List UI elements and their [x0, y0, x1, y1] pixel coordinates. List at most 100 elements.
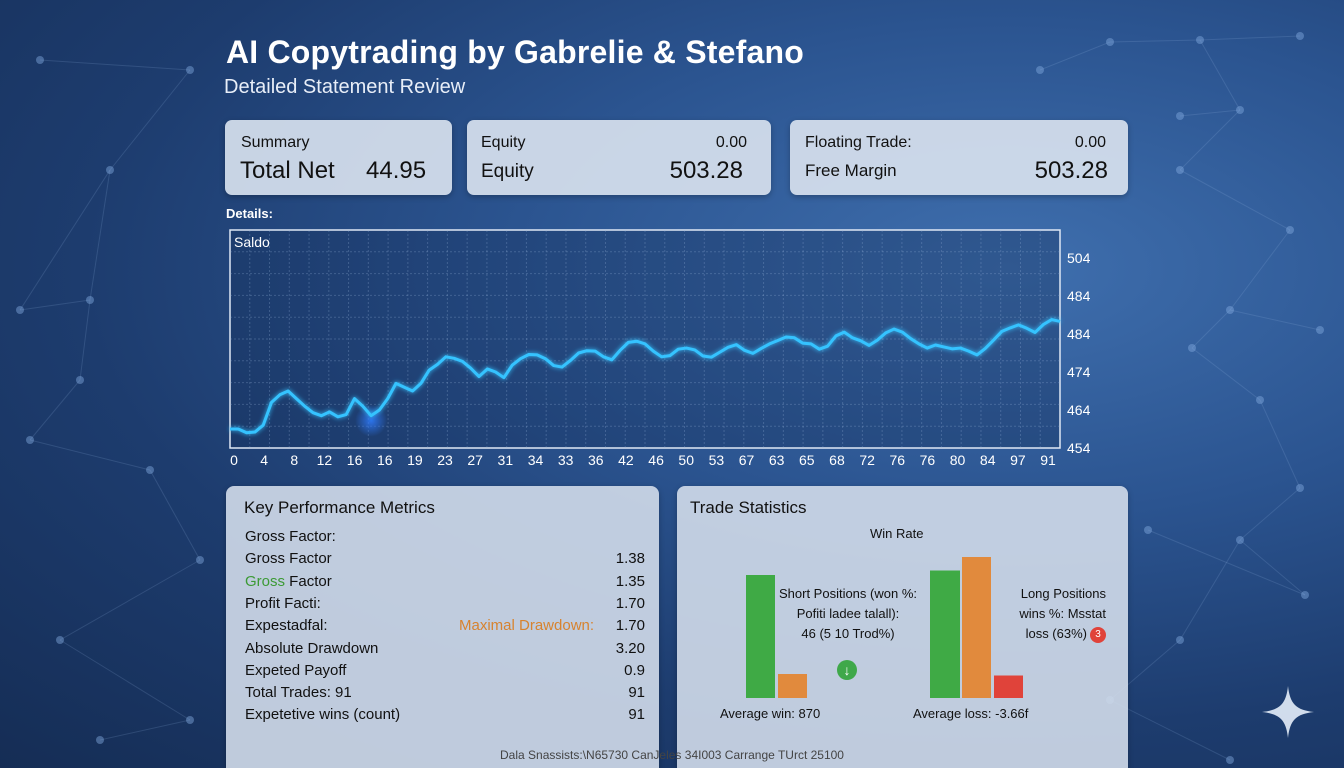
x-tick-label: 31 — [498, 452, 514, 468]
network-line — [1229, 229, 1291, 311]
network-line — [1199, 39, 1241, 111]
kpm-title: Key Performance Metrics — [244, 498, 435, 517]
network-node — [1176, 112, 1184, 120]
x-tick-label: 23 — [437, 452, 453, 468]
network-line — [29, 439, 151, 471]
network-node — [96, 736, 104, 744]
network-line — [1259, 399, 1301, 489]
metric-value: 3.20 — [615, 639, 645, 657]
network-line — [1179, 539, 1241, 641]
free-margin-value: 503.28 — [1034, 157, 1108, 184]
equity-card: Equity 0.00 Equity 503.28 — [467, 120, 771, 195]
x-tick-label: 34 — [528, 452, 544, 468]
network-line — [149, 469, 201, 561]
x-tick-label: 50 — [678, 452, 694, 468]
network-line — [19, 299, 91, 311]
network-node — [26, 436, 34, 444]
network-node — [1036, 66, 1044, 74]
metric-label: Total Trades: 91 — [245, 684, 352, 702]
metric-label-rest: Factor — [285, 572, 332, 590]
network-node — [36, 56, 44, 64]
equity-small-value: 0.00 — [715, 134, 747, 151]
y-tick-label: 464 — [1067, 402, 1091, 418]
free-margin-label: Free Margin — [805, 161, 897, 180]
metric-value: 1.35 — [615, 572, 645, 590]
short-text-line-3: 46 (5 10 Trod%) — [801, 626, 895, 641]
network-node — [186, 716, 194, 724]
floating-card: Floating Trade: 0.00 Free Margin 503.28 — [790, 120, 1128, 195]
network-line — [99, 719, 191, 741]
highlight-glow — [355, 404, 388, 437]
metric-row: Gross Factor: — [245, 528, 645, 548]
network-node — [1106, 38, 1114, 46]
total-net-value: 44.95 — [366, 157, 427, 184]
page-title: AI Copytrading by Gabrelie & Stefano — [226, 34, 804, 70]
y-tick-label: 504 — [1067, 250, 1091, 266]
network-line — [1109, 39, 1201, 43]
network-node — [1236, 536, 1244, 544]
metric-value: 1.38 — [615, 550, 645, 568]
short-text-line-1: Short Positions (won %: — [778, 586, 917, 601]
metric-value: 91 — [628, 706, 645, 724]
network-node — [106, 166, 114, 174]
x-tick-label: 67 — [739, 452, 755, 468]
balance-line-chart: Saldo 504 484 484 474 464 454 0 4 8 12 16 16 19 23 27 31… — [229, 229, 1091, 468]
metric-label: Expestadfal: — [245, 617, 328, 635]
metric-label-green: Gross — [245, 572, 286, 590]
metric-label: Gross Factor: — [245, 528, 336, 545]
x-tick-label: 63 — [769, 452, 785, 468]
key-performance-metrics-panel: Key Performance Metrics Gross Factor: Gro… — [226, 486, 659, 768]
network-line — [1109, 699, 1231, 761]
footer-note: Dala Snassists:\N65730 CanJeles 34I003 C… — [500, 748, 844, 762]
network-node — [146, 466, 154, 474]
network-node — [1301, 591, 1309, 599]
network-node — [56, 636, 64, 644]
x-tick-label: 19 — [407, 452, 423, 468]
network-node — [1226, 306, 1234, 314]
network-node — [196, 556, 204, 564]
x-tick-label: 16 — [347, 452, 363, 468]
page-subtitle: Detailed Statement Review — [224, 76, 466, 98]
average-loss: Average loss: -3.66f — [913, 706, 1029, 721]
equity-small-label: Equity — [481, 134, 526, 151]
metric-label: Absolute Drawdown — [245, 639, 379, 657]
metric-label: Profit Facti: — [245, 594, 321, 612]
network-node — [76, 376, 84, 384]
network-line — [79, 299, 91, 381]
network-line — [1179, 109, 1241, 117]
network-node — [1236, 106, 1244, 114]
network-node — [86, 296, 94, 304]
x-tick-label: 80 — [950, 452, 966, 468]
metric-label: Gross Factor — [245, 550, 332, 568]
short-text-line-2: Pofiti ladee talall): — [796, 606, 900, 621]
metric-row: Gross Factor 1.38 — [245, 550, 645, 570]
network-node — [1188, 344, 1196, 352]
x-tick-label: 4 — [260, 452, 268, 468]
y-tick-label: 484 — [1067, 288, 1091, 304]
x-tick-label: 72 — [859, 452, 875, 468]
x-tick-label: 76 — [920, 452, 936, 468]
x-tick-label: 68 — [829, 452, 845, 468]
total-net-label: Total Net — [240, 157, 335, 184]
metric-value: 1.70 — [615, 617, 645, 635]
network-line — [1179, 109, 1241, 171]
ts-title: Trade Statistics — [690, 498, 807, 517]
network-node — [186, 66, 194, 74]
metric-row: Profit Facti: 1.70 — [245, 595, 645, 615]
metric-row: Gross Factor 1.35 — [245, 573, 645, 593]
network-line — [19, 169, 111, 311]
network-node — [1286, 226, 1294, 234]
metric-row: Absolute Drawdown 3.20 — [245, 640, 645, 660]
x-tick-label: 12 — [317, 452, 333, 468]
network-line — [1147, 529, 1306, 596]
network-line — [1239, 487, 1301, 541]
network-line — [1199, 35, 1301, 41]
network-node — [16, 306, 24, 314]
network-line — [1191, 309, 1231, 349]
metric-label: Expeted Payoff — [245, 661, 347, 679]
summary-card: Summary Total Net 44.95 — [225, 120, 452, 195]
summary-label: Summary — [241, 134, 310, 151]
network-line — [1179, 169, 1291, 231]
metric-value: 0.9 — [624, 661, 645, 679]
x-tick-label: 0 — [230, 452, 238, 468]
